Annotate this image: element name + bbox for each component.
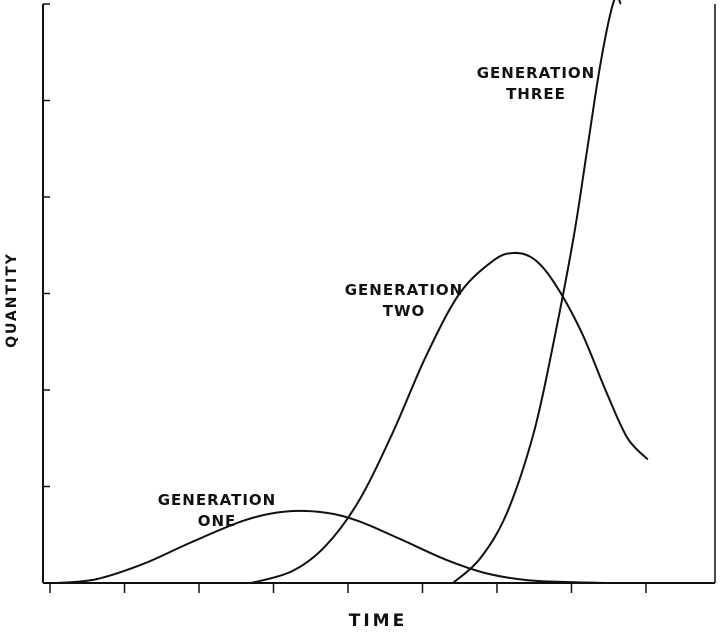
y-axis-label: QUANTITY <box>4 252 20 348</box>
series-label-generation-three: GENERATION <box>477 64 595 82</box>
series-label-generation-two: GENERATION <box>345 281 463 299</box>
series-line-generation-three <box>452 0 622 584</box>
series-lines <box>56 0 649 584</box>
x-axis-label: TIME <box>349 611 407 631</box>
series-label-generation-one: ONE <box>198 512 237 530</box>
series-label-generation-two: TWO <box>383 302 426 320</box>
x-ticks <box>49 583 647 593</box>
series-labels: GENERATION ONE GENERATION TWO GENERATION THRE… <box>158 64 595 530</box>
series-label-generation-three: THREE <box>506 85 566 103</box>
series-label-generation-one: GENERATION <box>158 491 276 509</box>
y-ticks <box>43 3 50 488</box>
series-line-generation-one <box>56 509 608 584</box>
series-line-generation-two <box>251 251 649 584</box>
